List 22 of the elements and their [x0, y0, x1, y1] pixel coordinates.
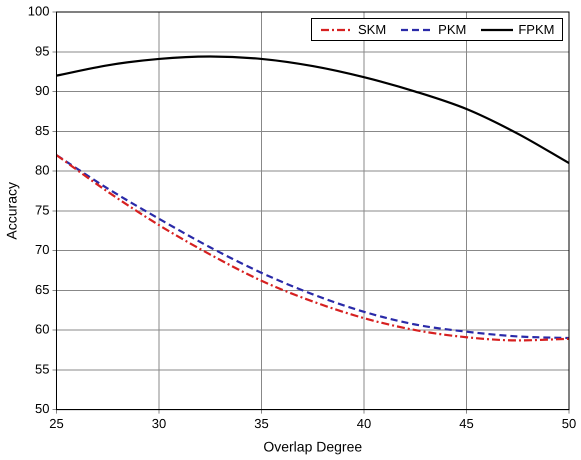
- y-tick-label: 55: [35, 361, 50, 376]
- y-tick-label: 80: [35, 162, 50, 178]
- y-tick-label: 65: [35, 282, 50, 297]
- x-axis-title: Overlap Degree: [263, 438, 362, 454]
- x-tick-label: 45: [459, 416, 474, 431]
- y-axis-title: Accuracy: [3, 182, 20, 240]
- y-tick-label: 60: [35, 322, 50, 337]
- y-tick-label: 100: [28, 4, 50, 19]
- legend-label: FPKM: [518, 22, 554, 37]
- y-tick-label: 95: [35, 43, 50, 58]
- y-tick-label: 90: [35, 83, 50, 98]
- x-tick-label: 30: [152, 416, 166, 431]
- y-tick-label: 85: [35, 122, 50, 138]
- legend-label: PKM: [438, 22, 466, 37]
- y-tick-label: 70: [35, 242, 50, 258]
- x-tick-label: 50: [562, 416, 576, 431]
- x-tick-label: 40: [356, 416, 372, 431]
- x-tick-label: 25: [49, 416, 64, 431]
- x-tick-label: 35: [254, 416, 269, 431]
- y-tick-label: 50: [35, 401, 50, 416]
- legend-label: SKM: [358, 22, 386, 37]
- y-tick-label: 75: [35, 202, 50, 218]
